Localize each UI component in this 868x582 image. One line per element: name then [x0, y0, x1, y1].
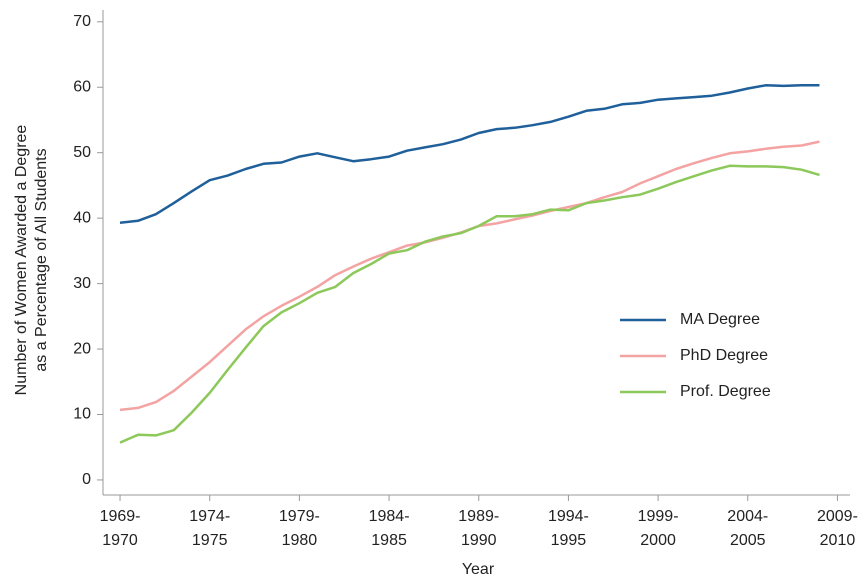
x-tick-label: 1979-1980 [278, 508, 320, 549]
y-tick-label: 60 [73, 78, 91, 95]
y-tick-label: 10 [73, 406, 91, 423]
x-tick-label: 1994-1995 [547, 508, 589, 549]
x-tick-label: 1974-1975 [189, 508, 231, 549]
x-tick-label: 2004-2005 [727, 508, 769, 549]
y-tick-label: 30 [73, 275, 91, 292]
y-tick-label: 50 [73, 144, 91, 161]
legend-label: PhD Degree [680, 347, 768, 364]
x-axis-label: Year [462, 561, 495, 578]
x-tick-label: 1999-2000 [637, 508, 679, 549]
series-line [119, 140, 820, 412]
series-line [119, 84, 820, 224]
y-axis-label: as a Percentage of All Students [33, 148, 50, 371]
y-tick-label: 0 [82, 471, 91, 488]
y-tick-label: 70 [73, 13, 91, 30]
x-tick-label: 1989-1990 [458, 508, 500, 549]
y-tick-label: 20 [73, 340, 91, 357]
x-tick-label: 1969-1970 [99, 508, 141, 549]
series-line [119, 164, 820, 444]
y-axis-label: Number of Women Awarded a Degree [13, 125, 30, 396]
legend-label: MA Degree [680, 311, 760, 328]
x-tick-label: 2009-2010 [816, 508, 858, 549]
legend-label: Prof. Degree [680, 383, 771, 400]
x-tick-label: 1984-1985 [368, 508, 410, 549]
y-tick-label: 40 [73, 209, 91, 226]
